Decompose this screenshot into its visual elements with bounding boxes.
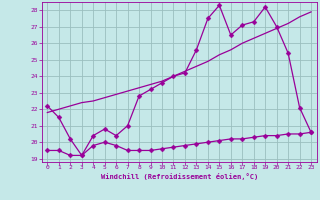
X-axis label: Windchill (Refroidissement éolien,°C): Windchill (Refroidissement éolien,°C) xyxy=(100,173,258,180)
